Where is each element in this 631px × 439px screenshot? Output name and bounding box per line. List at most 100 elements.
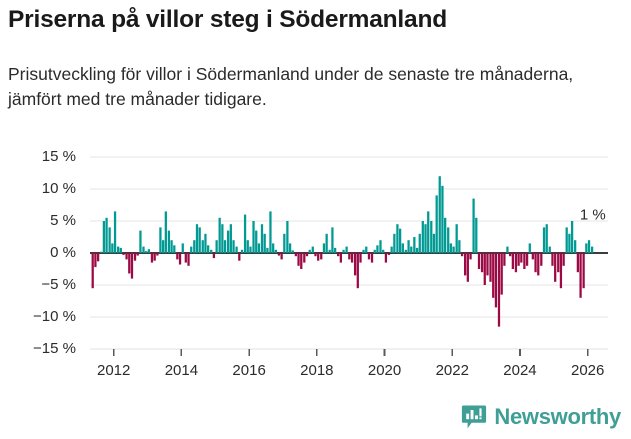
bar: [218, 217, 221, 253]
bar: [585, 243, 588, 253]
y-axis-tick-label: −5 %: [41, 276, 76, 293]
bar: [382, 249, 385, 253]
bar: [119, 247, 122, 253]
bar: [466, 253, 469, 282]
bar: [432, 233, 436, 253]
bar: [353, 253, 357, 276]
bar: [359, 253, 362, 263]
x-axis-tick-label: 2014: [165, 362, 198, 379]
bar: [407, 240, 410, 253]
bar: [263, 233, 266, 253]
bar: [325, 233, 328, 253]
bar: [342, 249, 345, 253]
bar: [130, 253, 134, 279]
bar: [427, 211, 430, 253]
bar: [320, 253, 323, 260]
bar: [517, 253, 520, 266]
bar: [590, 246, 594, 253]
bar: [379, 240, 382, 253]
bar: [257, 243, 261, 253]
bar: [350, 253, 354, 263]
bar: [311, 246, 314, 253]
x-axis-tick-label: 2022: [436, 362, 469, 379]
bar: [449, 243, 453, 253]
y-axis-tick-label: 10 %: [42, 180, 76, 197]
bar: [297, 253, 300, 266]
bar: [91, 253, 94, 289]
bar: [156, 253, 159, 256]
bar: [441, 185, 444, 253]
bar: [249, 246, 252, 253]
chart-plot-area: 15 % 10 % 5 % 0 % −5 % −10 % −15 % 2012 2014 2016…: [0, 140, 631, 390]
value-annotation: 1 %: [580, 207, 606, 224]
bar: [128, 253, 131, 274]
bar: [272, 243, 275, 253]
bar: [159, 227, 162, 253]
bar: [469, 253, 472, 260]
newsworthy-logo[interactable]: Newsworthy: [461, 404, 621, 430]
bar: [125, 253, 128, 260]
bar: [506, 246, 509, 253]
x-axis-tick-label: 2016: [232, 362, 265, 379]
bar: [204, 233, 207, 253]
bar: [373, 249, 376, 253]
bar: [404, 249, 408, 253]
bar: [286, 221, 289, 253]
bar: [280, 253, 283, 260]
bar: [537, 253, 540, 276]
bar: [540, 253, 543, 266]
bar: [235, 246, 238, 253]
x-axis-tick-label: 2018: [300, 362, 333, 379]
newsworthy-logo-text: Newsworthy: [494, 404, 621, 429]
bar: [108, 227, 111, 253]
bar: [523, 253, 526, 269]
x-axis-tick-label: 2024: [503, 362, 536, 379]
bar: [497, 253, 501, 327]
bar: [463, 253, 467, 276]
bar: [370, 253, 374, 263]
bar: [460, 253, 464, 257]
bar: [452, 246, 455, 253]
bar: [328, 249, 331, 253]
bar: [227, 230, 230, 253]
bar: [164, 211, 167, 253]
bar-chart-speech-bubble-icon: [461, 404, 487, 430]
bar: [198, 227, 201, 253]
bar: [570, 221, 574, 253]
bar: [246, 240, 249, 253]
bar: [413, 237, 416, 253]
bar: [348, 253, 351, 260]
bar: [500, 253, 503, 295]
bar: [542, 227, 546, 253]
bar: [393, 233, 396, 253]
bar: [568, 233, 571, 253]
bar: [509, 253, 512, 257]
y-axis-tick-label: 0 %: [50, 244, 76, 261]
bar: [201, 240, 204, 253]
bar: [438, 176, 441, 253]
bar: [283, 233, 286, 253]
bar: [582, 253, 585, 289]
bar: [511, 253, 514, 269]
bar: [184, 253, 187, 263]
bar: [116, 246, 120, 253]
bar: [489, 253, 492, 282]
bar: [167, 230, 171, 253]
bar: [94, 253, 97, 268]
bar: [147, 249, 151, 253]
bar: [142, 246, 145, 253]
bar: [170, 240, 173, 253]
bar: [376, 245, 379, 253]
bar: [210, 249, 213, 253]
bar: [294, 253, 297, 257]
bar: [551, 253, 554, 266]
bar: [455, 224, 458, 253]
bar: [548, 246, 551, 253]
bar: [308, 249, 311, 253]
x-axis-tick-label: 2020: [368, 362, 401, 379]
bar: [430, 221, 433, 253]
bar: [100, 251, 103, 253]
bar: [113, 211, 117, 253]
chart-subtitle: Prisutveckling för villor i Södermanland…: [8, 64, 574, 109]
bar: [514, 253, 518, 273]
